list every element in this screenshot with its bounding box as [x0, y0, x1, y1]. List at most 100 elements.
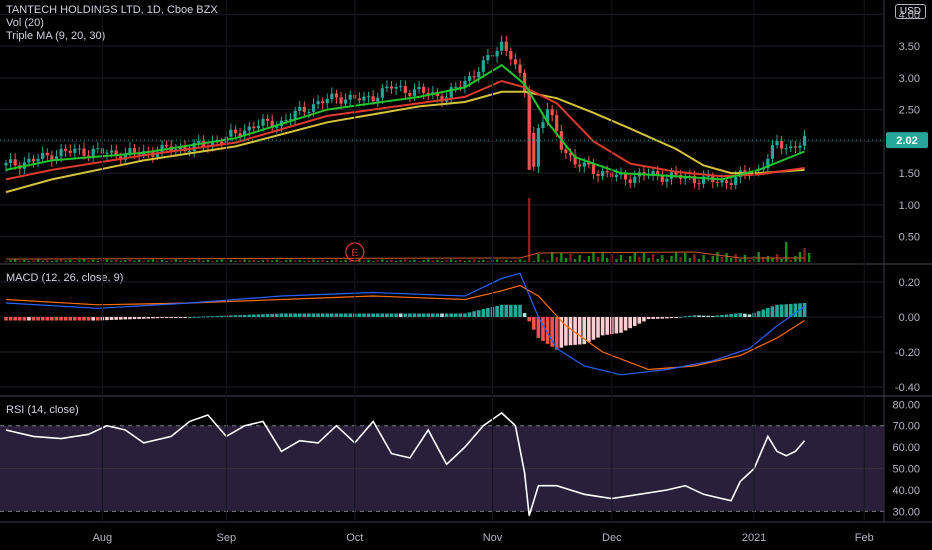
candle-body — [220, 141, 224, 144]
candle-body — [192, 142, 196, 152]
macd-histogram-bar — [293, 313, 297, 317]
candle-body — [573, 155, 577, 165]
macd-tick-label: -0.40 — [895, 382, 920, 394]
macd-histogram-bar — [522, 313, 527, 317]
macd-histogram-bar — [206, 316, 210, 318]
volume-bar — [367, 259, 370, 262]
last-price-badge — [886, 132, 928, 149]
volume-bar — [427, 259, 430, 262]
macd-histogram-bar — [4, 317, 8, 321]
volume-bar — [385, 260, 389, 262]
candle-body — [31, 158, 36, 162]
volume-bar — [523, 260, 526, 262]
volume-bar — [160, 259, 164, 262]
candle-body — [766, 158, 770, 169]
price-tick-label: 3.50 — [899, 41, 920, 53]
volume-bar — [606, 258, 609, 262]
volume-bar — [651, 254, 655, 262]
rsi-label[interactable]: RSI (14, close) — [6, 404, 79, 416]
macd-histogram-bar — [380, 313, 385, 317]
macd-histogram-bar — [678, 316, 683, 318]
rsi-tick-label: 50.00 — [892, 464, 920, 476]
volume-bar — [261, 260, 265, 262]
volume-bar — [780, 259, 783, 262]
macd-histogram-bar — [330, 313, 334, 317]
volume-bar — [270, 260, 274, 262]
volume-bar — [638, 257, 641, 262]
candle-body — [82, 148, 86, 156]
volume-bar — [734, 254, 737, 262]
macd-histogram-bar — [412, 313, 417, 317]
volume-bar — [720, 257, 724, 262]
volume-bar — [505, 259, 508, 262]
candle-body — [380, 88, 384, 98]
volume-bar — [284, 260, 288, 262]
macd-histogram-bar — [646, 317, 651, 320]
volume-bar — [661, 255, 664, 262]
macd-histogram-bar — [421, 313, 426, 317]
rsi-tick-label: 30.00 — [892, 506, 920, 518]
macd-histogram-bar — [192, 316, 196, 318]
volume-indicator-label[interactable]: Vol (20) — [6, 17, 44, 29]
volume-bar — [9, 260, 12, 262]
candle-body — [243, 130, 247, 137]
candle-body — [582, 162, 586, 167]
macd-histogram-bar — [784, 304, 789, 317]
candle-body — [770, 145, 775, 159]
candle-body — [311, 104, 316, 112]
volume-bar — [762, 257, 765, 262]
macd-histogram-bar — [288, 313, 293, 317]
volume-bar — [628, 256, 632, 262]
macd-histogram-bar — [128, 317, 132, 320]
candle-body — [348, 94, 352, 100]
volume-bar — [23, 259, 26, 262]
volume-bar — [202, 260, 205, 262]
volume-bar — [454, 260, 457, 262]
candle-body — [357, 98, 361, 101]
volume-bar — [514, 260, 517, 262]
macd-label[interactable]: MACD (12, 26, close, 9) — [6, 272, 124, 284]
price-tick-label: 1.00 — [899, 200, 920, 212]
candle-body — [261, 118, 265, 126]
chart-title[interactable]: TANTECH HOLDINGS LTD, 1D, Cboe BZX — [6, 4, 218, 16]
macd-histogram-bar — [683, 316, 688, 318]
triple-ma-label[interactable]: Triple MA (9, 20, 30) — [6, 30, 106, 42]
candle-body — [605, 171, 609, 173]
macd-histogram-bar — [59, 317, 63, 321]
macd-histogram-bar — [779, 304, 784, 317]
volume-bar — [92, 259, 95, 262]
macd-histogram-bar — [196, 316, 201, 318]
volume-bar — [280, 261, 283, 262]
macd-histogram-bar — [766, 307, 770, 317]
macd-histogram-bar — [486, 308, 490, 317]
macd-histogram-bar — [385, 313, 389, 317]
macd-histogram-bar — [155, 317, 160, 319]
macd-histogram-bar — [761, 309, 766, 317]
macd-histogram-bar — [279, 313, 284, 317]
volume-bar — [560, 253, 563, 262]
volume-bar — [326, 261, 329, 262]
macd-histogram-bar — [325, 313, 330, 317]
macd-histogram-bar — [274, 313, 279, 317]
candle-body — [509, 50, 513, 60]
volume-bar — [59, 259, 63, 262]
macd-histogram-bar — [242, 314, 247, 317]
price-tick-label: 2.50 — [899, 105, 920, 117]
macd-line — [5, 272, 805, 376]
candle-body — [334, 93, 339, 98]
volume-bar — [110, 260, 113, 262]
candle-body — [330, 93, 334, 99]
volume-bar — [716, 252, 719, 262]
volume-bar — [697, 259, 701, 262]
macd-histogram-bar — [334, 313, 339, 317]
volume-bar — [807, 253, 811, 262]
volume-bar — [87, 260, 90, 262]
currency-badge[interactable]: USD — [894, 4, 926, 19]
candle-body — [454, 86, 458, 88]
volume-bar — [298, 259, 301, 262]
macd-histogram-bar — [789, 303, 793, 317]
volume-bar — [711, 256, 714, 262]
volume-bar — [394, 261, 398, 262]
macd-histogram-bar — [715, 315, 720, 317]
